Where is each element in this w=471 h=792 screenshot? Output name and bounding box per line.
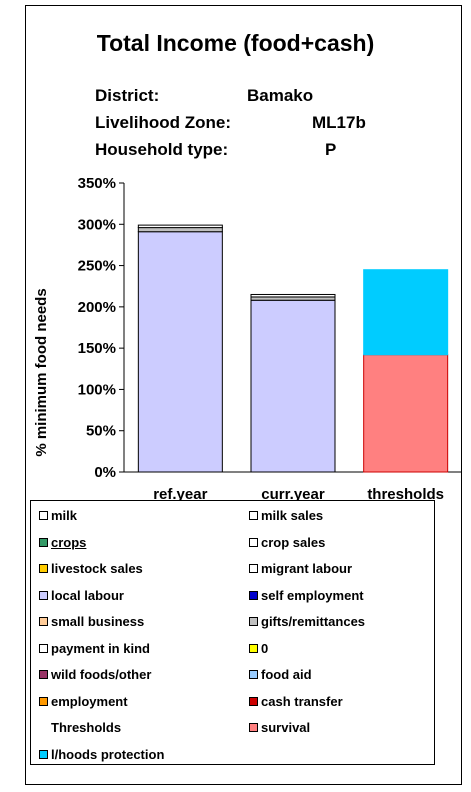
legend-item: Thresholds bbox=[39, 720, 121, 735]
y-tick-label: 0% bbox=[94, 464, 116, 481]
y-tick-label: 100% bbox=[78, 381, 116, 398]
legend-swatch bbox=[39, 696, 48, 706]
legend-label: migrant labour bbox=[261, 561, 353, 576]
legend-item: small business bbox=[39, 614, 144, 629]
legend-item: survival bbox=[249, 720, 310, 735]
legend-label: small business bbox=[51, 614, 145, 629]
y-tick-label: 50% bbox=[86, 423, 116, 440]
legend-item: self employment bbox=[249, 588, 364, 603]
legend-label: milk bbox=[51, 508, 78, 523]
legend-label: food aid bbox=[261, 667, 312, 682]
bar-segment bbox=[137, 224, 223, 229]
bar-segment bbox=[250, 293, 336, 298]
legend-label: 0 bbox=[261, 640, 269, 656]
legend-item: wild foods/other bbox=[39, 667, 151, 682]
y-tick-label: 200% bbox=[78, 299, 116, 316]
bar-chart: 0% 50% 100% 150% 200% 250% 300% 350% % minimum f… bbox=[33, 175, 462, 503]
zone-label: Livelihood Zone: bbox=[95, 113, 231, 132]
legend-item: local labour bbox=[39, 588, 124, 603]
household-label: Household type: bbox=[95, 140, 229, 159]
legend-label: livestock sales bbox=[51, 561, 143, 576]
legend-label: milk sales bbox=[261, 508, 324, 523]
legend-swatch bbox=[39, 643, 48, 653]
legend-item: crop sales bbox=[249, 535, 325, 550]
household-value: P bbox=[325, 140, 337, 159]
bar-segment bbox=[137, 231, 223, 473]
y-tick-label: 250% bbox=[78, 258, 116, 275]
legend-label: crop sales bbox=[261, 534, 326, 550]
legend-swatch bbox=[249, 696, 258, 706]
zone-value: ML17b bbox=[312, 113, 366, 132]
legend: milk milk sales crops crop sales livestock s… bbox=[30, 500, 435, 765]
legend-label: wild foods/other bbox=[51, 667, 152, 682]
district-value: Bamako bbox=[247, 86, 314, 105]
x-category-label: ref.year bbox=[153, 486, 207, 503]
legend-swatch bbox=[39, 590, 48, 600]
legend-label: self employment bbox=[261, 587, 364, 603]
legend-label: l/hoods protection bbox=[51, 746, 165, 762]
legend-item: employment bbox=[39, 694, 128, 709]
legend-swatch bbox=[249, 537, 258, 547]
bar-segment bbox=[137, 227, 223, 233]
legend-label: gifts/remittances bbox=[261, 614, 366, 629]
y-tick-label: 150% bbox=[78, 340, 116, 357]
chart-title: Total Income (food+cash) bbox=[96, 30, 375, 56]
legend-label: local labour bbox=[51, 587, 124, 603]
bar-segment bbox=[363, 354, 449, 473]
legend-swatch bbox=[249, 723, 258, 732]
x-category-label: thresholds bbox=[367, 486, 444, 503]
bar-segment bbox=[250, 299, 336, 473]
legend-swatch bbox=[249, 564, 258, 573]
district-label: District: bbox=[95, 86, 160, 105]
legend-swatch bbox=[249, 670, 258, 679]
legend-label: employment bbox=[51, 693, 128, 709]
y-tick-label: 350% bbox=[78, 175, 116, 192]
legend-item: payment in kind bbox=[39, 641, 150, 656]
legend-swatch bbox=[39, 617, 48, 626]
legend-swatch bbox=[39, 670, 48, 679]
legend-item: food aid bbox=[249, 667, 312, 682]
legend-swatch bbox=[39, 749, 48, 759]
legend-swatch bbox=[249, 511, 258, 520]
y-tick-label: 300% bbox=[78, 216, 116, 233]
legend-label: cash transfer bbox=[261, 693, 343, 709]
legend-swatch bbox=[39, 564, 48, 573]
legend-swatch bbox=[249, 643, 258, 653]
legend-item: l/hoods protection bbox=[39, 747, 164, 762]
legend-item: migrant labour bbox=[249, 561, 352, 576]
legend-swatch bbox=[39, 511, 48, 520]
legend-swatch bbox=[249, 617, 258, 626]
legend-item: crops bbox=[39, 535, 86, 550]
legend-item: cash transfer bbox=[249, 694, 343, 709]
legend-label: crops bbox=[51, 534, 87, 550]
legend-swatch bbox=[39, 723, 48, 732]
legend-item: gifts/remittances bbox=[249, 614, 365, 629]
y-axis-label: % minimum food needs bbox=[33, 288, 50, 456]
legend-item: milk sales bbox=[249, 508, 323, 523]
legend-swatch bbox=[249, 590, 258, 600]
legend-label: survival bbox=[261, 720, 311, 735]
legend-swatch bbox=[39, 537, 48, 547]
legend-item: livestock sales bbox=[39, 561, 143, 576]
legend-item: milk bbox=[39, 508, 77, 523]
legend-item: 0 bbox=[249, 641, 268, 656]
legend-label: Thresholds bbox=[51, 720, 122, 735]
x-category-label: curr.year bbox=[261, 486, 325, 503]
bar-segment bbox=[363, 269, 449, 356]
legend-label: payment in kind bbox=[51, 640, 150, 656]
